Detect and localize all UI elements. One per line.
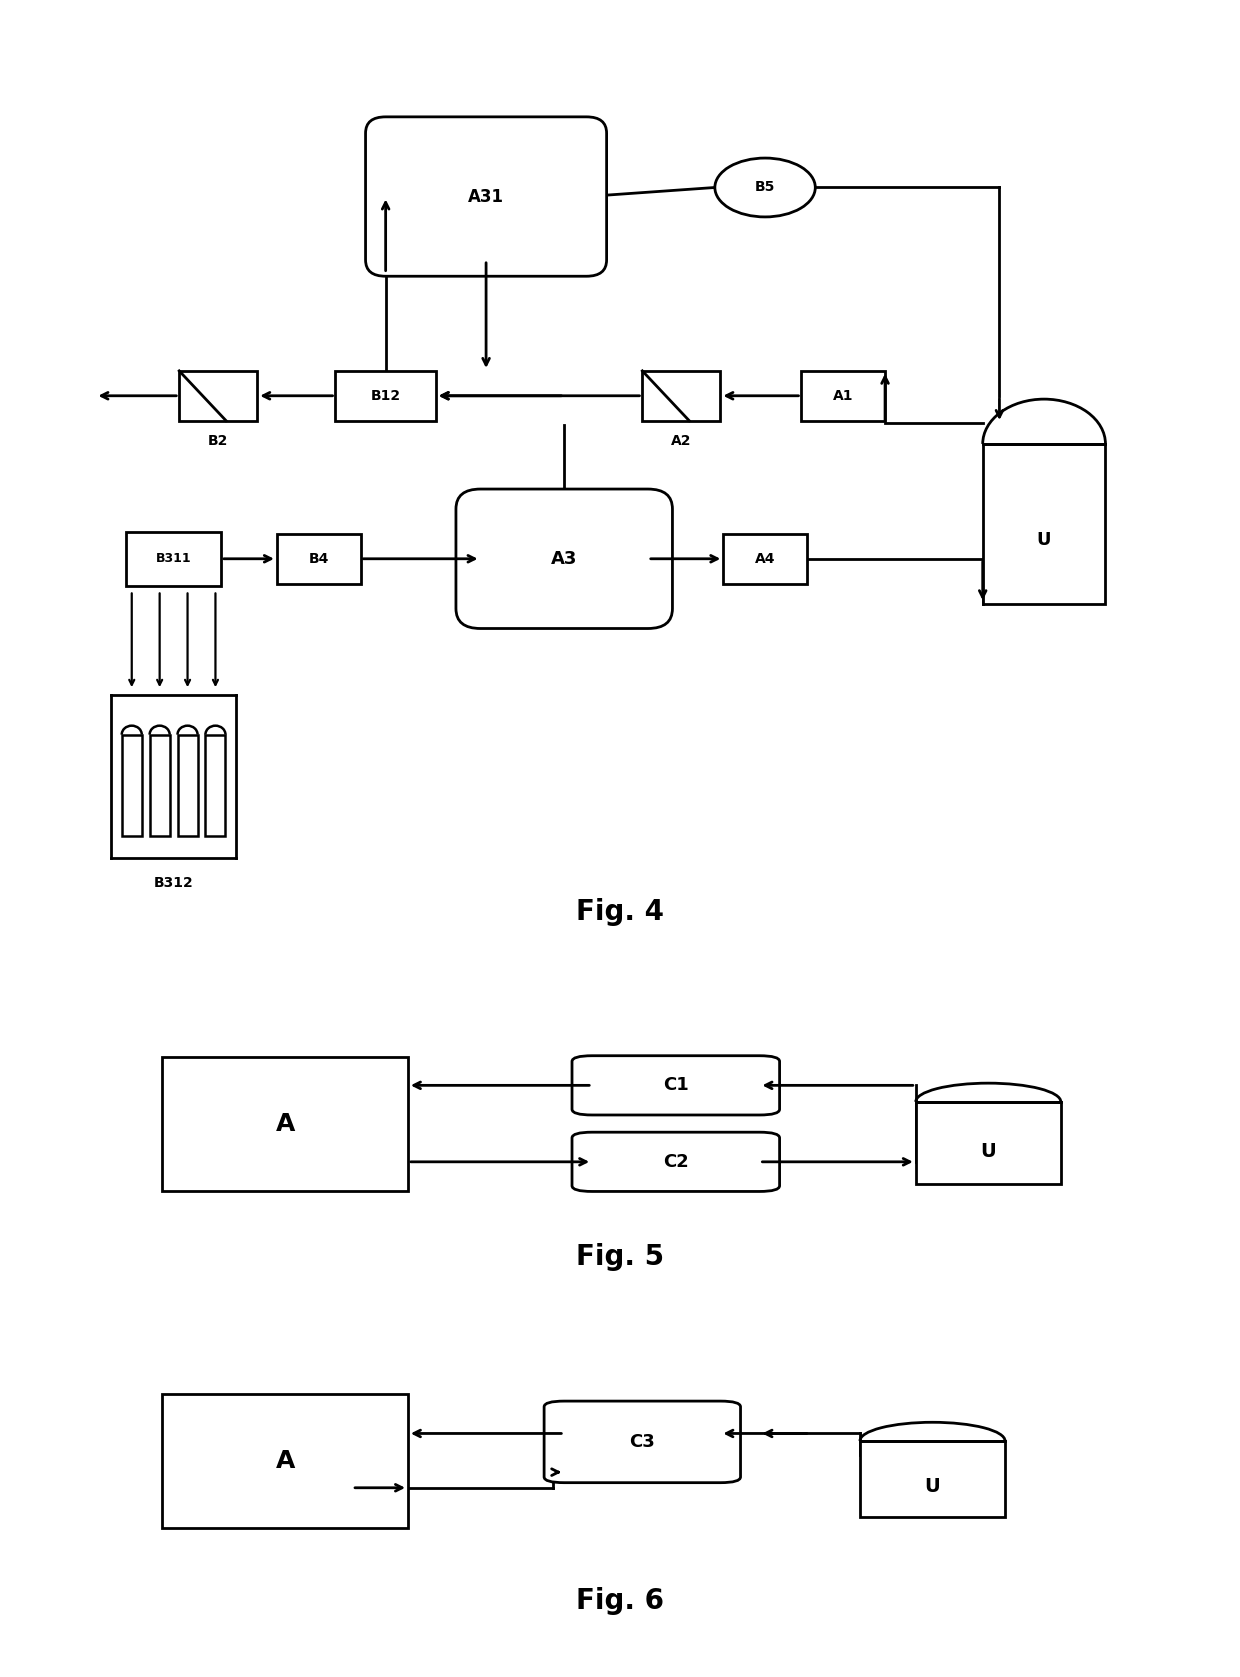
Text: A1: A1 xyxy=(833,389,853,402)
FancyBboxPatch shape xyxy=(162,1057,408,1191)
FancyBboxPatch shape xyxy=(177,735,197,835)
Text: B4: B4 xyxy=(309,552,329,565)
FancyBboxPatch shape xyxy=(180,371,257,421)
FancyBboxPatch shape xyxy=(801,371,885,421)
Text: B311: B311 xyxy=(156,552,191,565)
Text: A31: A31 xyxy=(467,188,505,206)
FancyBboxPatch shape xyxy=(861,1441,1004,1516)
FancyBboxPatch shape xyxy=(366,117,606,277)
Text: Fig. 6: Fig. 6 xyxy=(577,1586,663,1615)
FancyBboxPatch shape xyxy=(915,1102,1061,1184)
Text: U: U xyxy=(1037,532,1052,548)
Text: U: U xyxy=(925,1477,940,1496)
FancyBboxPatch shape xyxy=(572,1057,780,1115)
Text: A: A xyxy=(275,1112,295,1135)
Text: B2: B2 xyxy=(208,434,228,448)
Text: Fig. 4: Fig. 4 xyxy=(577,897,663,926)
Text: C2: C2 xyxy=(663,1152,688,1171)
FancyBboxPatch shape xyxy=(206,735,226,835)
FancyBboxPatch shape xyxy=(277,533,361,584)
Text: B12: B12 xyxy=(371,389,401,402)
FancyBboxPatch shape xyxy=(572,1132,780,1191)
FancyBboxPatch shape xyxy=(162,1394,408,1528)
Text: A2: A2 xyxy=(671,434,692,448)
Text: Fig. 5: Fig. 5 xyxy=(575,1243,665,1271)
FancyBboxPatch shape xyxy=(456,490,672,629)
FancyBboxPatch shape xyxy=(126,532,221,585)
Text: C1: C1 xyxy=(663,1077,688,1095)
FancyBboxPatch shape xyxy=(723,533,807,584)
FancyBboxPatch shape xyxy=(335,371,436,421)
FancyBboxPatch shape xyxy=(150,735,170,835)
Text: U: U xyxy=(981,1142,996,1160)
Ellipse shape xyxy=(714,158,816,216)
Text: A4: A4 xyxy=(755,552,775,565)
FancyBboxPatch shape xyxy=(982,444,1106,604)
FancyBboxPatch shape xyxy=(642,371,720,421)
Text: C3: C3 xyxy=(630,1432,655,1451)
Text: A: A xyxy=(275,1449,295,1472)
Text: B312: B312 xyxy=(154,875,193,890)
Text: B5: B5 xyxy=(755,181,775,195)
Text: A3: A3 xyxy=(551,550,578,569)
FancyBboxPatch shape xyxy=(544,1400,740,1482)
FancyBboxPatch shape xyxy=(122,735,141,835)
